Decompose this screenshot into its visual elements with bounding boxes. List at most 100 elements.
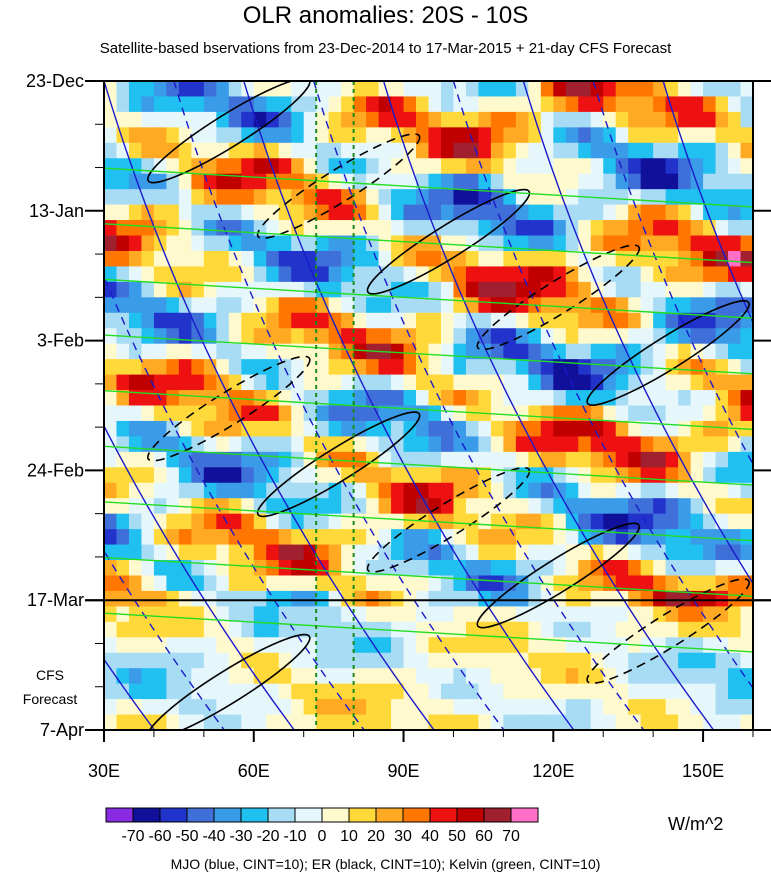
anomaly-cell — [528, 652, 542, 669]
anomaly-cell — [341, 405, 355, 422]
anomaly-cell — [353, 621, 367, 638]
anomaly-cell — [665, 343, 679, 360]
anomaly-cell — [603, 173, 617, 190]
anomaly-cell — [303, 513, 317, 530]
anomaly-cell — [503, 250, 517, 268]
anomaly-cell — [728, 683, 742, 700]
anomaly-cell — [403, 312, 417, 329]
anomaly-cell — [628, 513, 642, 530]
anomaly-cell — [515, 513, 529, 530]
anomaly-cell — [378, 220, 392, 237]
anomaly-cell — [166, 652, 180, 669]
anomaly-cell — [603, 467, 617, 484]
anomaly-cell — [378, 467, 392, 484]
anomaly-cell — [128, 668, 143, 685]
anomaly-cell — [440, 544, 455, 561]
anomaly-cell — [166, 359, 180, 376]
anomaly-cell — [453, 111, 467, 128]
anomaly-cell — [603, 81, 617, 98]
anomaly-cell — [428, 127, 442, 144]
anomaly-cell — [178, 96, 192, 113]
anomaly-cell — [615, 513, 629, 530]
anomaly-cell — [128, 220, 143, 237]
anomaly-cell — [378, 189, 392, 206]
anomaly-cell — [216, 266, 230, 283]
anomaly-cell — [291, 699, 305, 716]
anomaly-cell — [178, 250, 192, 268]
anomaly-cell — [628, 436, 642, 453]
anomaly-cell — [191, 173, 205, 190]
anomaly-cell — [428, 451, 442, 468]
colorbar-label: -30 — [229, 828, 252, 845]
anomaly-cell — [590, 142, 604, 159]
anomaly-cell — [515, 343, 529, 360]
anomaly-cell — [104, 668, 118, 685]
anomaly-cell — [391, 467, 405, 484]
anomaly-cell — [153, 560, 167, 577]
anomaly-cell — [615, 250, 629, 268]
anomaly-cell — [465, 621, 480, 638]
anomaly-cell — [628, 173, 642, 190]
anomaly-cell — [428, 467, 442, 484]
anomaly-cell — [515, 467, 529, 484]
anomaly-cell — [228, 482, 242, 499]
anomaly-cell — [740, 142, 753, 159]
anomaly-cell — [116, 374, 130, 391]
anomaly-cell — [178, 606, 192, 623]
anomaly-cell — [241, 390, 255, 407]
anomaly-cell — [328, 560, 342, 577]
y-tick-label: 3-Feb — [37, 331, 84, 351]
anomaly-cell — [228, 467, 242, 484]
anomaly-cell — [440, 204, 455, 221]
anomaly-cell — [528, 436, 542, 453]
anomaly-cell — [590, 544, 604, 561]
anomaly-cell — [128, 312, 143, 329]
anomaly-cell — [528, 513, 542, 530]
anomaly-cell — [391, 266, 405, 283]
anomaly-cell — [553, 714, 567, 730]
anomaly-cell — [440, 142, 455, 159]
anomaly-cell — [391, 297, 405, 314]
colorbar-unit-label: W/m^2 — [668, 814, 724, 834]
anomaly-cell — [503, 405, 517, 422]
anomaly-cell — [266, 328, 280, 345]
anomaly-cell — [653, 81, 667, 98]
anomaly-cell — [565, 390, 579, 407]
anomaly-cell — [353, 652, 367, 669]
anomaly-cell — [453, 96, 467, 113]
anomaly-cell — [141, 359, 155, 376]
anomaly-cell — [191, 142, 205, 159]
anomaly-cell — [603, 204, 617, 221]
anomaly-cell — [166, 127, 180, 144]
anomaly-cell — [565, 173, 579, 190]
kelvin-contour — [104, 556, 753, 598]
anomaly-cell — [291, 158, 305, 175]
anomaly-cell — [291, 173, 305, 190]
anomaly-cell — [453, 637, 467, 654]
anomaly-cell — [715, 343, 729, 360]
anomaly-cell — [303, 683, 317, 700]
anomaly-cell — [241, 498, 255, 515]
anomaly-cell — [366, 529, 380, 546]
anomaly-cell — [228, 420, 242, 437]
anomaly-cell — [178, 637, 192, 654]
anomaly-cell — [278, 173, 292, 190]
anomaly-cell — [178, 405, 192, 422]
anomaly-cell — [291, 390, 305, 407]
anomaly-cell — [615, 560, 629, 577]
anomaly-cell — [440, 420, 455, 437]
anomaly-cell — [428, 420, 442, 437]
anomaly-cell — [128, 699, 143, 716]
anomaly-cell — [740, 668, 753, 685]
anomaly-cell — [228, 683, 242, 700]
anomaly-cell — [141, 281, 155, 298]
anomaly-cell — [166, 297, 180, 314]
er-contour — [256, 411, 421, 518]
anomaly-cell — [228, 220, 242, 237]
anomaly-cell — [515, 359, 529, 376]
anomaly-cell — [203, 436, 217, 453]
anomaly-cell — [590, 96, 604, 113]
anomaly-cell — [703, 637, 717, 654]
anomaly-cell — [728, 328, 742, 345]
anomaly-cell — [440, 683, 455, 700]
